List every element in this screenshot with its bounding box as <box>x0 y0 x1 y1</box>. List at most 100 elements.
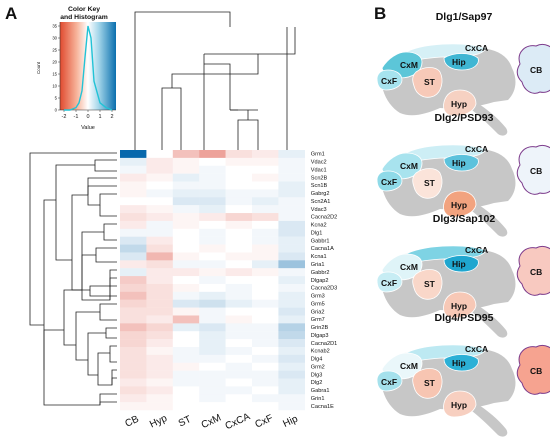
heatmap-cell <box>172 394 200 403</box>
heatmap-cell <box>278 197 305 206</box>
heatmap-cell <box>172 402 200 411</box>
heatmap-cell <box>278 205 305 214</box>
row-label: Dlgap3 <box>311 333 329 339</box>
heatmap-cell <box>199 299 226 308</box>
heatmap-cell <box>225 276 253 285</box>
heatmap-cell <box>120 362 147 371</box>
row-label: Dlg1 <box>311 230 323 236</box>
heatmap-cell <box>146 228 173 237</box>
heatmap-cell <box>278 331 305 340</box>
row-label: Vdac2 <box>311 160 327 166</box>
color-key-xtick-label: -1 <box>74 114 79 120</box>
heatmap-cell <box>120 378 147 387</box>
heatmap-cell <box>172 323 200 332</box>
heatmap-cell <box>146 378 173 387</box>
heatmap-cell <box>278 299 305 308</box>
region-label-hip: Hip <box>452 259 466 269</box>
region-st <box>412 368 443 399</box>
color-key-ylabel: Count <box>36 61 41 74</box>
heatmap-cell <box>252 402 279 411</box>
brain-schematics: Dlg1/Sap97CxCACxMCxFHipSTHypCBDlg2/PSD93… <box>376 11 550 437</box>
heatmap-cell <box>225 299 253 308</box>
row-label: Gria2 <box>311 309 325 315</box>
heatmap-cell <box>146 362 173 371</box>
heatmap-cell <box>120 220 147 229</box>
heatmap-cell <box>172 370 200 379</box>
heatmap-cell <box>225 386 253 395</box>
heatmap-cell <box>146 347 173 356</box>
heatmap-cell <box>278 276 305 285</box>
heatmap-cell <box>225 291 253 300</box>
heatmap-cell <box>278 354 305 363</box>
heatmap-cell <box>199 339 226 348</box>
heatmap-column-labels: CB Hyp ST CxM CxCA CxF Hip <box>124 411 301 432</box>
heatmap-cell <box>225 315 253 324</box>
row-label: Gabbr1 <box>311 238 330 244</box>
heatmap-cell <box>252 394 279 403</box>
heatmap-cell <box>225 150 253 159</box>
heatmap-cell <box>199 213 226 222</box>
heatmap-cell <box>278 228 305 237</box>
heatmap-cell <box>252 260 279 269</box>
region-cb <box>516 43 550 94</box>
heatmap-cell <box>252 181 279 190</box>
region-label-hip: Hip <box>452 57 466 67</box>
heatmap-cell <box>172 173 200 182</box>
heatmap-cell <box>278 268 305 277</box>
heatmap-cell <box>146 220 173 229</box>
region-cxca <box>403 245 487 265</box>
region-cxf <box>376 170 403 192</box>
heatmap-cell <box>199 315 226 324</box>
heatmap-cell <box>120 150 147 159</box>
heatmap-cell <box>225 339 253 348</box>
heatmap-cell <box>120 260 147 269</box>
heatmap-cell <box>199 268 226 277</box>
row-label: Gabra1 <box>311 388 330 394</box>
brain-title: Dlg1/Sap97 <box>436 11 493 23</box>
heatmap-cell <box>199 181 226 190</box>
heatmap-cell <box>252 307 279 316</box>
row-label: Grm1 <box>311 152 325 158</box>
region-cxf <box>376 271 403 293</box>
region-label-cxf: CxF <box>381 278 397 288</box>
heatmap-cell <box>120 299 147 308</box>
heatmap-cell <box>172 307 200 316</box>
heatmap-cell <box>225 189 253 198</box>
heatmap-cell <box>172 252 200 261</box>
heatmap-cell <box>120 205 147 214</box>
heatmap-cell <box>199 165 226 174</box>
region-label-cxm: CxM <box>400 262 418 272</box>
heatmap-cell <box>146 205 173 214</box>
heatmap-cell <box>172 339 200 348</box>
region-label-cb: CB <box>530 166 542 176</box>
region-st <box>412 269 443 300</box>
heatmap-cell <box>120 386 147 395</box>
region-label-cxm: CxM <box>400 361 418 371</box>
heatmap-cell <box>278 291 305 300</box>
heatmap-cell <box>120 197 147 206</box>
heatmap-cell <box>199 205 226 214</box>
row-label: Grm7 <box>311 317 325 323</box>
column-label: CxM <box>200 412 223 431</box>
row-label: Grm3 <box>311 294 325 300</box>
heatmap-cell <box>146 299 173 308</box>
brain-stem <box>472 304 508 338</box>
heatmap-cell <box>199 228 226 237</box>
heatmap-cell <box>278 394 305 403</box>
heatmap-cell <box>252 213 279 222</box>
heatmap-cell <box>225 220 253 229</box>
heatmap-cell <box>252 362 279 371</box>
heatmap-cell <box>199 386 226 395</box>
heatmap-cell <box>146 150 173 159</box>
heatmap-cell <box>199 331 226 340</box>
region-label-cxf: CxF <box>381 76 397 86</box>
panel-label-a: A <box>5 4 17 23</box>
heatmap-cell <box>225 331 253 340</box>
heatmap-cell <box>120 189 147 198</box>
row-label: Cacna2D2 <box>311 215 337 221</box>
heatmap-cell <box>252 244 279 253</box>
heatmap-cell <box>146 276 173 285</box>
color-key-xtick-label: -2 <box>62 114 67 120</box>
region-cxf <box>376 370 403 392</box>
